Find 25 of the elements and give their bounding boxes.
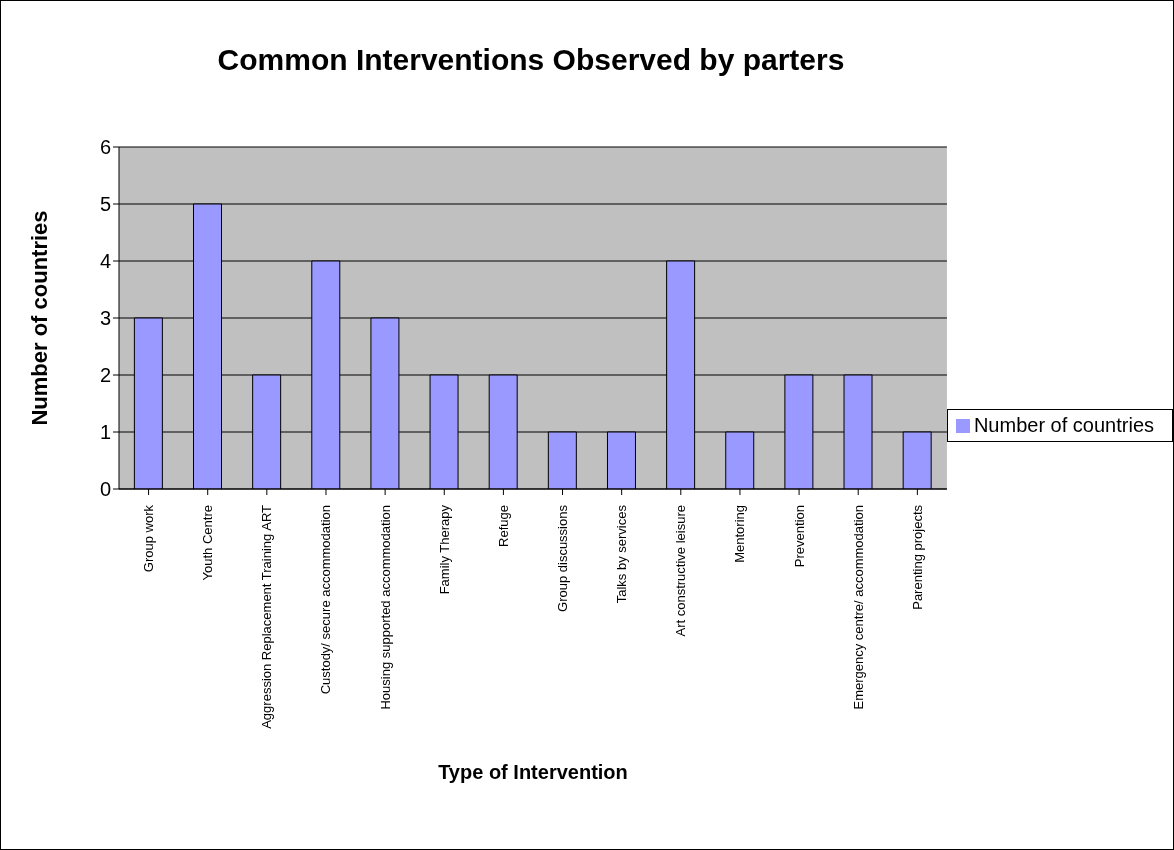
y-tick-label: 6 <box>99 136 111 159</box>
x-tick-label: Custody/ secure accommodation <box>318 505 334 695</box>
chart-title: Common Interventions Observed by parters <box>216 43 846 77</box>
x-tick-label: Mentoring <box>732 505 748 563</box>
legend-label: Number of countries <box>973 413 1154 436</box>
x-tick-label: Group discussions <box>555 504 571 612</box>
x-tick-label: Talks by services <box>614 504 630 604</box>
x-tick-label: Parenting projects <box>909 504 925 610</box>
y-tick-label: 4 <box>99 250 111 273</box>
x-tick-label: Youth Centre <box>200 505 216 581</box>
x-tick-label: Housing supported accommodation <box>377 505 393 710</box>
x-axis-title: Type of Intervention <box>438 761 628 783</box>
y-tick-label: 1 <box>99 421 111 444</box>
x-tick-label: Art constructive leisure <box>673 505 689 637</box>
y-tick-label: 5 <box>99 193 111 216</box>
x-tick-label: Aggression Replacement Training ART <box>259 504 275 729</box>
x-tick-label: Emergency centre/ accommodation <box>850 505 866 710</box>
y-tick-label: 2 <box>99 364 111 387</box>
x-tick-label: Refuge <box>495 505 511 547</box>
x-tick-label: Prevention <box>791 505 807 568</box>
x-tick-label: Family Therapy <box>436 504 452 595</box>
y-axis-title: Number of countries <box>26 210 52 426</box>
y-tick-label: 0 <box>99 478 111 501</box>
x-tick-label: Group work <box>141 504 157 573</box>
y-tick-label: 3 <box>99 307 111 330</box>
